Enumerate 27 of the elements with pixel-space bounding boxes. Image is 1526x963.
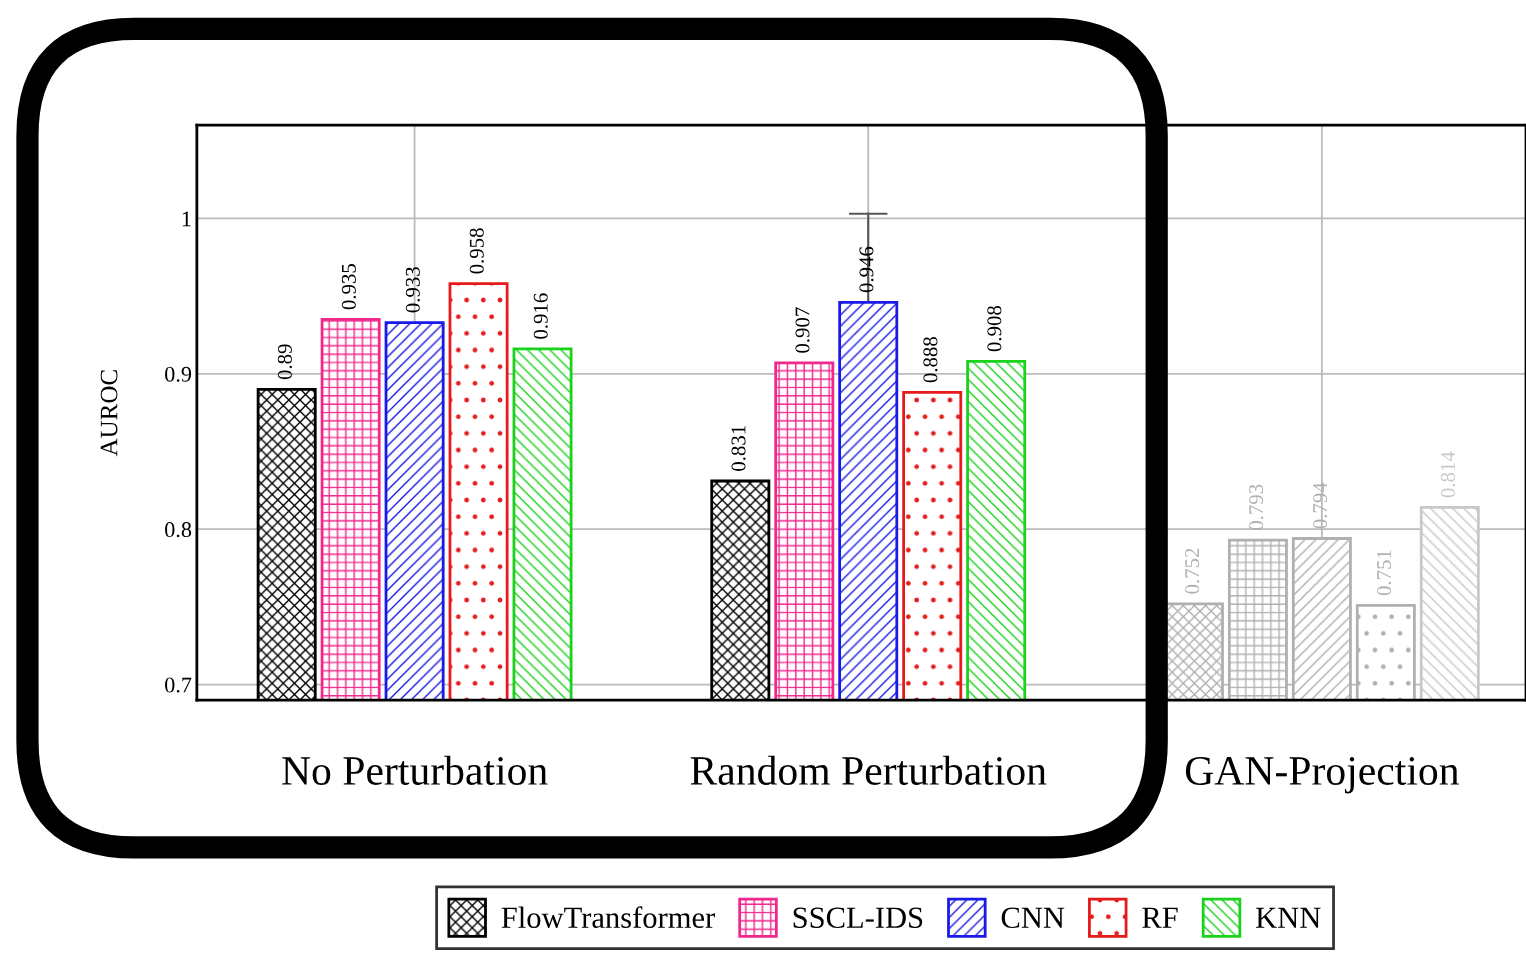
x-tick-label: Random Perturbation bbox=[690, 755, 1047, 785]
y-tick-label: 0.7 bbox=[165, 677, 192, 693]
legend-label: CNN bbox=[1001, 907, 1065, 929]
data-label: 0.888 bbox=[923, 337, 938, 383]
data-label: 0.908 bbox=[987, 305, 1002, 352]
data-label: 0.794 bbox=[1313, 482, 1328, 529]
legend-label: FlowTransformer bbox=[501, 906, 715, 929]
data-label: 0.946 bbox=[859, 246, 874, 293]
y-tick-label: 1 bbox=[182, 211, 191, 227]
x-tick-label: GAN-Projection bbox=[1185, 756, 1459, 794]
y-tick-label: 0.8 bbox=[165, 522, 192, 538]
data-label: 0.935 bbox=[341, 264, 356, 310]
data-label: 0.793 bbox=[1249, 484, 1264, 530]
y-tick-label: 0.9 bbox=[165, 366, 192, 382]
legend-label: SSCL-IDS bbox=[793, 907, 923, 929]
x-tick-label: No Perturbation bbox=[282, 755, 548, 785]
data-label: 0.933 bbox=[405, 267, 420, 313]
legend-label: KNN bbox=[1256, 907, 1321, 928]
data-label: 0.958 bbox=[469, 228, 484, 274]
data-label: 0.751 bbox=[1376, 550, 1392, 596]
y-axis-title: AUROC bbox=[100, 370, 118, 457]
legend-label: RF bbox=[1142, 907, 1178, 928]
data-label: 0.752 bbox=[1185, 548, 1200, 594]
data-label: 0.89 bbox=[277, 344, 292, 380]
data-label: 0.831 bbox=[731, 426, 746, 471]
data-label: 0.916 bbox=[533, 293, 548, 339]
data-label: 0.907 bbox=[795, 307, 810, 353]
